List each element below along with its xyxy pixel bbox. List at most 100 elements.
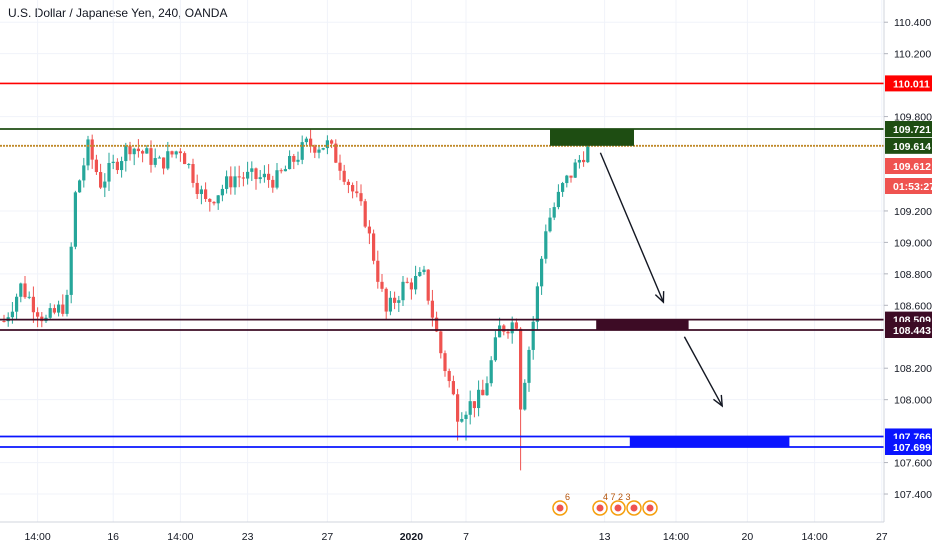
candle-body	[422, 269, 426, 273]
candle-body	[502, 325, 506, 332]
arrow-head-1[interactable]	[654, 291, 665, 304]
candle-body	[367, 226, 371, 234]
candle-body	[78, 180, 82, 193]
candle-body	[145, 148, 149, 154]
time-tick-label: 14:00	[663, 531, 689, 543]
price-tick-label: 110.400	[894, 17, 931, 29]
candle-body	[493, 337, 497, 361]
candle-body	[531, 321, 535, 350]
time-tick-label: 2020	[400, 531, 424, 543]
candle-body	[149, 148, 153, 165]
candle-body	[510, 322, 514, 334]
candle-body	[405, 281, 409, 283]
candle-body	[351, 185, 355, 192]
candle-body	[90, 139, 94, 160]
candle-body	[157, 157, 161, 159]
grid	[0, 0, 884, 522]
candle-body	[443, 353, 447, 372]
price-tick-label: 108.000	[894, 395, 932, 407]
candle-body	[380, 281, 384, 289]
us-flag-event-icon-dot	[556, 504, 564, 512]
zone-blue[interactable]	[629, 436, 790, 447]
candle-body	[73, 192, 77, 247]
candle-body	[103, 181, 107, 188]
candle-body	[178, 151, 182, 154]
time-axis[interactable]: 14:00 16 14:00 23 27 2020 7 13 14:00 20 14:00 27	[24, 531, 887, 543]
time-tick-label: 14:00	[24, 531, 50, 543]
candle-body	[199, 189, 203, 195]
candle-body	[359, 193, 363, 202]
candle-body	[69, 246, 73, 295]
candle-body	[460, 418, 464, 422]
zone-green[interactable]	[550, 129, 634, 146]
candle-body	[99, 172, 103, 188]
candle-body	[254, 168, 258, 180]
label-green-zone-bottom: 109.614	[893, 141, 931, 153]
candle-body	[204, 189, 208, 199]
arrow-line-2[interactable]	[683, 336, 723, 407]
arrow-head-2[interactable]	[713, 394, 724, 408]
time-tick-label: 27	[322, 531, 334, 543]
candle-body	[120, 161, 124, 171]
candle-body	[309, 138, 313, 147]
candle-body	[552, 207, 556, 218]
candle-body	[141, 151, 145, 154]
price-tick-label: 110.200	[894, 49, 931, 61]
candle-body	[376, 260, 380, 282]
candle-body	[300, 142, 304, 160]
candle-body	[435, 317, 439, 332]
candle-body	[2, 321, 6, 323]
candle-body	[577, 159, 581, 163]
candle-body	[187, 164, 191, 166]
candle-body	[10, 311, 14, 318]
time-tick-label: 13	[599, 531, 611, 543]
label-bg-resistance	[885, 75, 932, 92]
candle-body	[94, 159, 98, 173]
candle-body	[233, 176, 237, 188]
candle-body	[388, 297, 392, 312]
label-current-price: 109.612	[893, 161, 931, 173]
candle-body	[519, 328, 523, 410]
price-axis[interactable]: 110.400 110.200 109.800 109.200 109.000 108.8…	[884, 17, 932, 501]
candle-body	[477, 389, 481, 409]
candle-body	[136, 148, 140, 152]
candle-body	[174, 151, 178, 155]
price-labels: 110.011 109.721 109.614 109.612 01:53:27 108.…	[885, 75, 932, 455]
candle-body	[216, 195, 220, 204]
label-countdown: 01:53:27	[893, 181, 932, 193]
price-tick-label: 109.200	[894, 206, 932, 218]
candle-body	[561, 183, 565, 192]
event-count-us: 6	[565, 492, 570, 502]
zones[interactable]	[550, 129, 790, 447]
zone-maroon[interactable]	[596, 319, 689, 330]
candle-body	[426, 269, 430, 301]
candle-body	[489, 360, 493, 384]
candle-body	[334, 143, 338, 163]
candle-body	[128, 145, 132, 155]
candle-body	[456, 394, 460, 422]
candle-body	[65, 294, 69, 314]
time-tick-label: 14:00	[167, 531, 193, 543]
candle-body	[355, 191, 359, 194]
candle-body	[246, 171, 250, 179]
candle-body	[556, 191, 560, 208]
candle-body	[283, 169, 287, 172]
event-icon-dot	[646, 504, 654, 512]
candle-body	[472, 401, 476, 409]
candle-body	[86, 139, 90, 166]
candle-body	[48, 308, 52, 318]
candle-body	[523, 382, 527, 410]
price-tick-label: 109.800	[894, 112, 932, 124]
candle-body	[23, 283, 27, 298]
arrows[interactable]	[599, 152, 724, 408]
candle-body	[124, 145, 128, 162]
arrow-line-1[interactable]	[599, 152, 665, 303]
candle-body	[296, 159, 300, 162]
candle-body	[393, 297, 397, 303]
candle-body	[565, 175, 569, 184]
candle-body	[82, 165, 86, 181]
us-flag-event-icon-dot	[614, 504, 622, 512]
economic-events[interactable]: 6 4 7 2 3	[552, 492, 658, 516]
candle-body	[107, 163, 111, 182]
